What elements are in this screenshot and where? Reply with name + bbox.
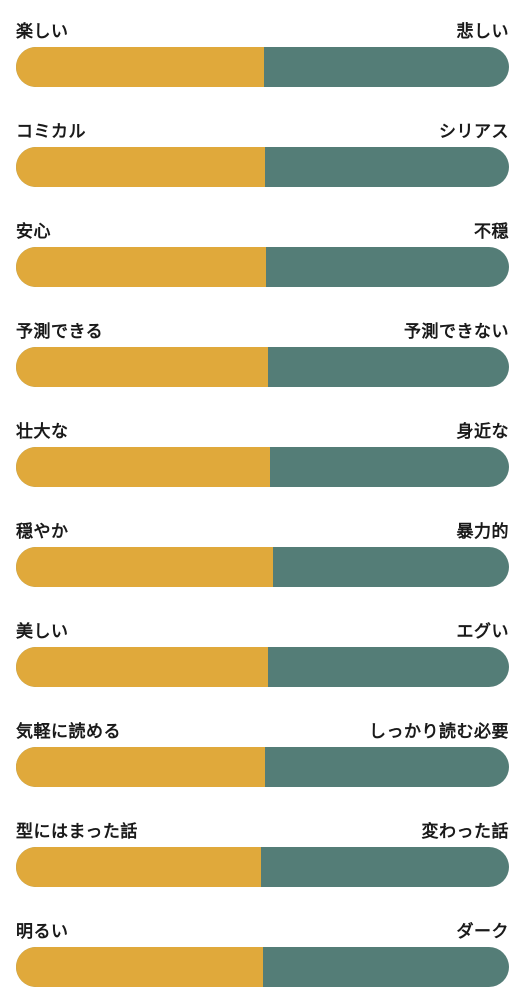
scale-bar bbox=[16, 47, 509, 87]
scale-right-label: エグい bbox=[456, 621, 509, 642]
scale-bar bbox=[16, 847, 509, 887]
scale-bar bbox=[16, 947, 509, 987]
scale-right-label: 変わった話 bbox=[421, 821, 509, 842]
scale-bar bbox=[16, 447, 509, 487]
scale-left-label: 型にはまった話 bbox=[16, 821, 138, 842]
scale-left-label: コミカル bbox=[16, 121, 86, 142]
scale-bar-left-fill bbox=[16, 747, 265, 787]
scale-bar bbox=[16, 347, 509, 387]
scale-bar-left-fill bbox=[16, 847, 262, 887]
scale-bar-left-fill bbox=[16, 547, 273, 587]
scale-row: 型にはまった話 変わった話 bbox=[16, 816, 509, 887]
scale-bar bbox=[16, 647, 509, 687]
scale-bar bbox=[16, 147, 509, 187]
scale-left-label: 壮大な bbox=[16, 421, 69, 442]
scale-right-label: シリアス bbox=[439, 121, 509, 142]
scale-right-label: 悲しい bbox=[456, 21, 509, 42]
scale-bar bbox=[16, 247, 509, 287]
scale-row: 壮大な 身近な bbox=[16, 416, 509, 487]
scale-left-label: 美しい bbox=[16, 621, 69, 642]
scale-row: 明るい ダーク bbox=[16, 916, 509, 987]
scale-left-label: 安心 bbox=[16, 221, 51, 242]
scale-row: 予測できる 予測できない bbox=[16, 316, 509, 387]
scale-bar bbox=[16, 747, 509, 787]
scale-row: 美しい エグい bbox=[16, 616, 509, 687]
scale-right-label: しっかり読む必要 bbox=[369, 721, 509, 742]
scale-row: 楽しい 悲しい bbox=[16, 16, 509, 87]
scale-right-label: 不穏 bbox=[474, 221, 509, 242]
scale-bar-left-fill bbox=[16, 447, 270, 487]
scale-left-label: 気軽に読める bbox=[16, 721, 121, 742]
scale-row: 穏やか 暴力的 bbox=[16, 516, 509, 587]
scale-bar-left-fill bbox=[16, 947, 263, 987]
scale-bar-left-fill bbox=[16, 347, 268, 387]
scale-bar-left-fill bbox=[16, 147, 265, 187]
scale-row: コミカル シリアス bbox=[16, 116, 509, 187]
scale-bar-left-fill bbox=[16, 647, 268, 687]
scale-left-label: 穏やか bbox=[16, 521, 69, 542]
scale-left-label: 明るい bbox=[16, 921, 69, 942]
scale-bar-left-fill bbox=[16, 47, 264, 87]
scale-left-label: 楽しい bbox=[16, 21, 69, 42]
scale-row: 気軽に読める しっかり読む必要 bbox=[16, 716, 509, 787]
scale-right-label: 身近な bbox=[456, 421, 509, 442]
scale-bar-left-fill bbox=[16, 247, 266, 287]
scale-row: 安心 不穏 bbox=[16, 216, 509, 287]
scale-right-label: ダーク bbox=[456, 921, 509, 942]
scale-left-label: 予測できる bbox=[16, 321, 104, 342]
scale-right-label: 暴力的 bbox=[456, 521, 509, 542]
scale-bar bbox=[16, 547, 509, 587]
scale-right-label: 予測できない bbox=[404, 321, 509, 342]
